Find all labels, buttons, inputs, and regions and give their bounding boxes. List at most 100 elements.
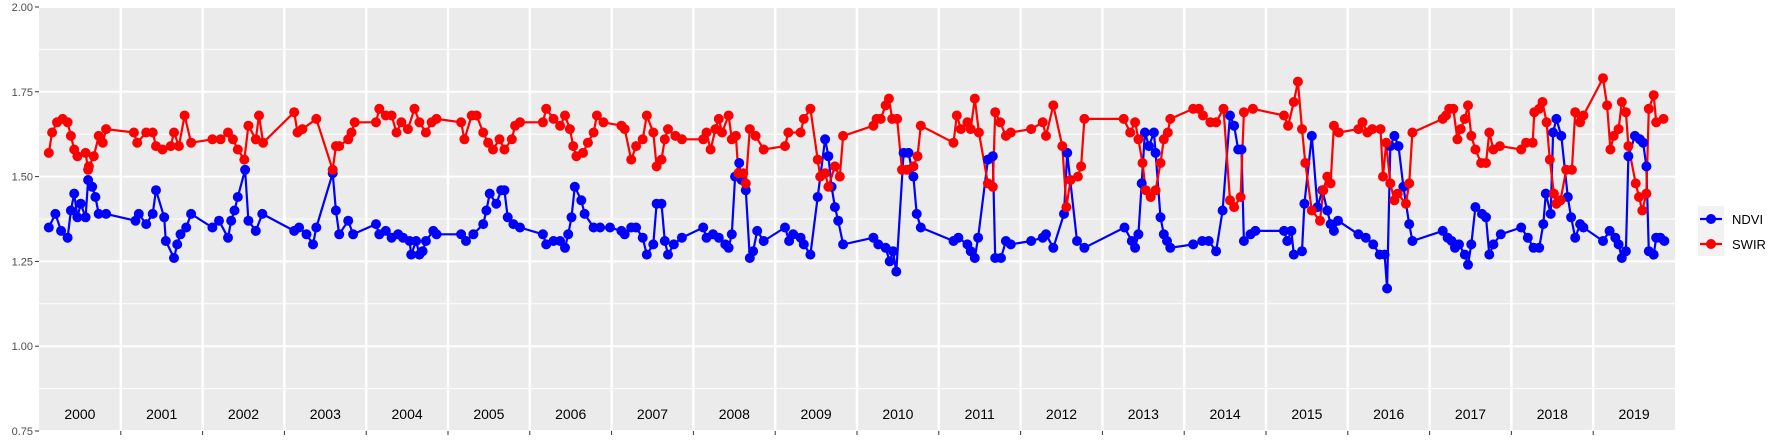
swir-point (663, 124, 673, 135)
swir-point (548, 113, 559, 124)
ndvi-point (1148, 127, 1159, 138)
ndvi-point (72, 212, 83, 223)
swir-point (1620, 107, 1631, 118)
swir-point (1605, 144, 1616, 155)
year-labels: 2000 2001 2002 2003 2004 2005 2006 2007 2008 2009… (64, 406, 1650, 422)
swir-point (1130, 117, 1141, 128)
swir-point (1283, 120, 1294, 131)
swir-point (588, 127, 599, 138)
swir-point (346, 127, 357, 138)
ndvi-point (478, 219, 489, 230)
swir-point (157, 144, 168, 155)
swir-point (1643, 103, 1654, 114)
swir-point (254, 110, 264, 121)
ndvi-point (659, 236, 670, 246)
ndvi-point (641, 249, 652, 260)
ndvi-point (1150, 147, 1161, 158)
swir-point (1616, 97, 1627, 107)
ndvi-point (1217, 205, 1228, 216)
year-label: 2018 (1537, 406, 1568, 422)
swir-point (371, 117, 381, 128)
swir-point (995, 117, 1006, 128)
ndvi-point (56, 225, 67, 236)
swir-point (311, 113, 322, 124)
ndvi-point (1133, 229, 1144, 240)
swir-point (1048, 100, 1059, 111)
ndvi-point (1322, 205, 1333, 216)
ndvi-point (43, 222, 54, 233)
ndvi-point (499, 185, 510, 196)
swir-point (1537, 97, 1548, 107)
year-label: 2013 (1128, 406, 1159, 422)
ndvi-point (1484, 249, 1495, 260)
year-label: 2016 (1373, 406, 1404, 422)
ndvi-point (330, 205, 341, 216)
swir-point (1459, 113, 1470, 124)
swir-point (676, 134, 687, 145)
ndvi-point (891, 266, 902, 277)
swir-point (805, 103, 816, 114)
ndvi-point (1534, 242, 1545, 253)
swir-point (723, 110, 734, 121)
swir-point (1623, 141, 1634, 152)
ndvi-point (1522, 232, 1533, 243)
swir-point (1641, 188, 1652, 199)
swir-point (798, 113, 809, 124)
swir-point (459, 134, 470, 145)
ndvi-point (973, 232, 984, 243)
swir-point (1165, 113, 1176, 124)
ndvi-point (169, 253, 179, 263)
ndvi-point (911, 208, 922, 219)
swir-point (631, 141, 642, 152)
swir-point (1211, 117, 1222, 128)
ndvi-point (1540, 188, 1551, 199)
swir-point (386, 110, 397, 121)
swir-point (1297, 124, 1307, 135)
ndvi-point (569, 181, 580, 192)
swir-point (402, 124, 413, 135)
ndvi-point (987, 151, 998, 162)
swir-point (374, 103, 385, 114)
ndvi-point (1379, 249, 1390, 260)
ndvi-point (726, 229, 737, 240)
swir-point (1566, 164, 1577, 175)
ndvi-point (579, 208, 590, 219)
swir-point (1315, 215, 1325, 226)
year-label: 2009 (801, 406, 832, 422)
swir-point (648, 127, 659, 138)
ndvi-point (953, 232, 964, 243)
ndvi-point (823, 151, 834, 162)
ndvi-point (576, 195, 587, 206)
swir-point (701, 127, 712, 138)
ndvi-point (186, 208, 197, 219)
ndvi-point (1119, 222, 1130, 233)
ndvi-point (1516, 222, 1527, 233)
swir-point (101, 124, 112, 135)
ndvi-point (1488, 239, 1499, 250)
swir-point (955, 124, 966, 135)
y-tick-label: 2.00 (12, 2, 33, 14)
ndvi-point (172, 239, 183, 250)
ndvi-point (50, 208, 61, 219)
ndvi-point (884, 256, 895, 267)
swir-point (717, 127, 727, 138)
swir-point (243, 120, 254, 131)
ndvi-point (308, 239, 318, 250)
swir-point (132, 137, 143, 148)
swir-point (619, 124, 630, 135)
ndvi-point (1641, 161, 1652, 172)
ndvi-point (631, 222, 642, 233)
swir-point (1118, 113, 1129, 124)
ndvi-point (648, 239, 659, 250)
swir-point (965, 124, 976, 135)
ndvi-point (311, 222, 322, 233)
swir-point (289, 107, 300, 118)
ndvi-point (214, 215, 224, 226)
ndvi-point (1481, 212, 1491, 223)
ndvi-point (676, 232, 687, 243)
ndvi-point (461, 236, 471, 246)
ndvi-point (996, 253, 1006, 263)
ndvi-point (1288, 249, 1299, 260)
ndvi-point (1382, 283, 1393, 294)
swir-point (598, 117, 609, 128)
